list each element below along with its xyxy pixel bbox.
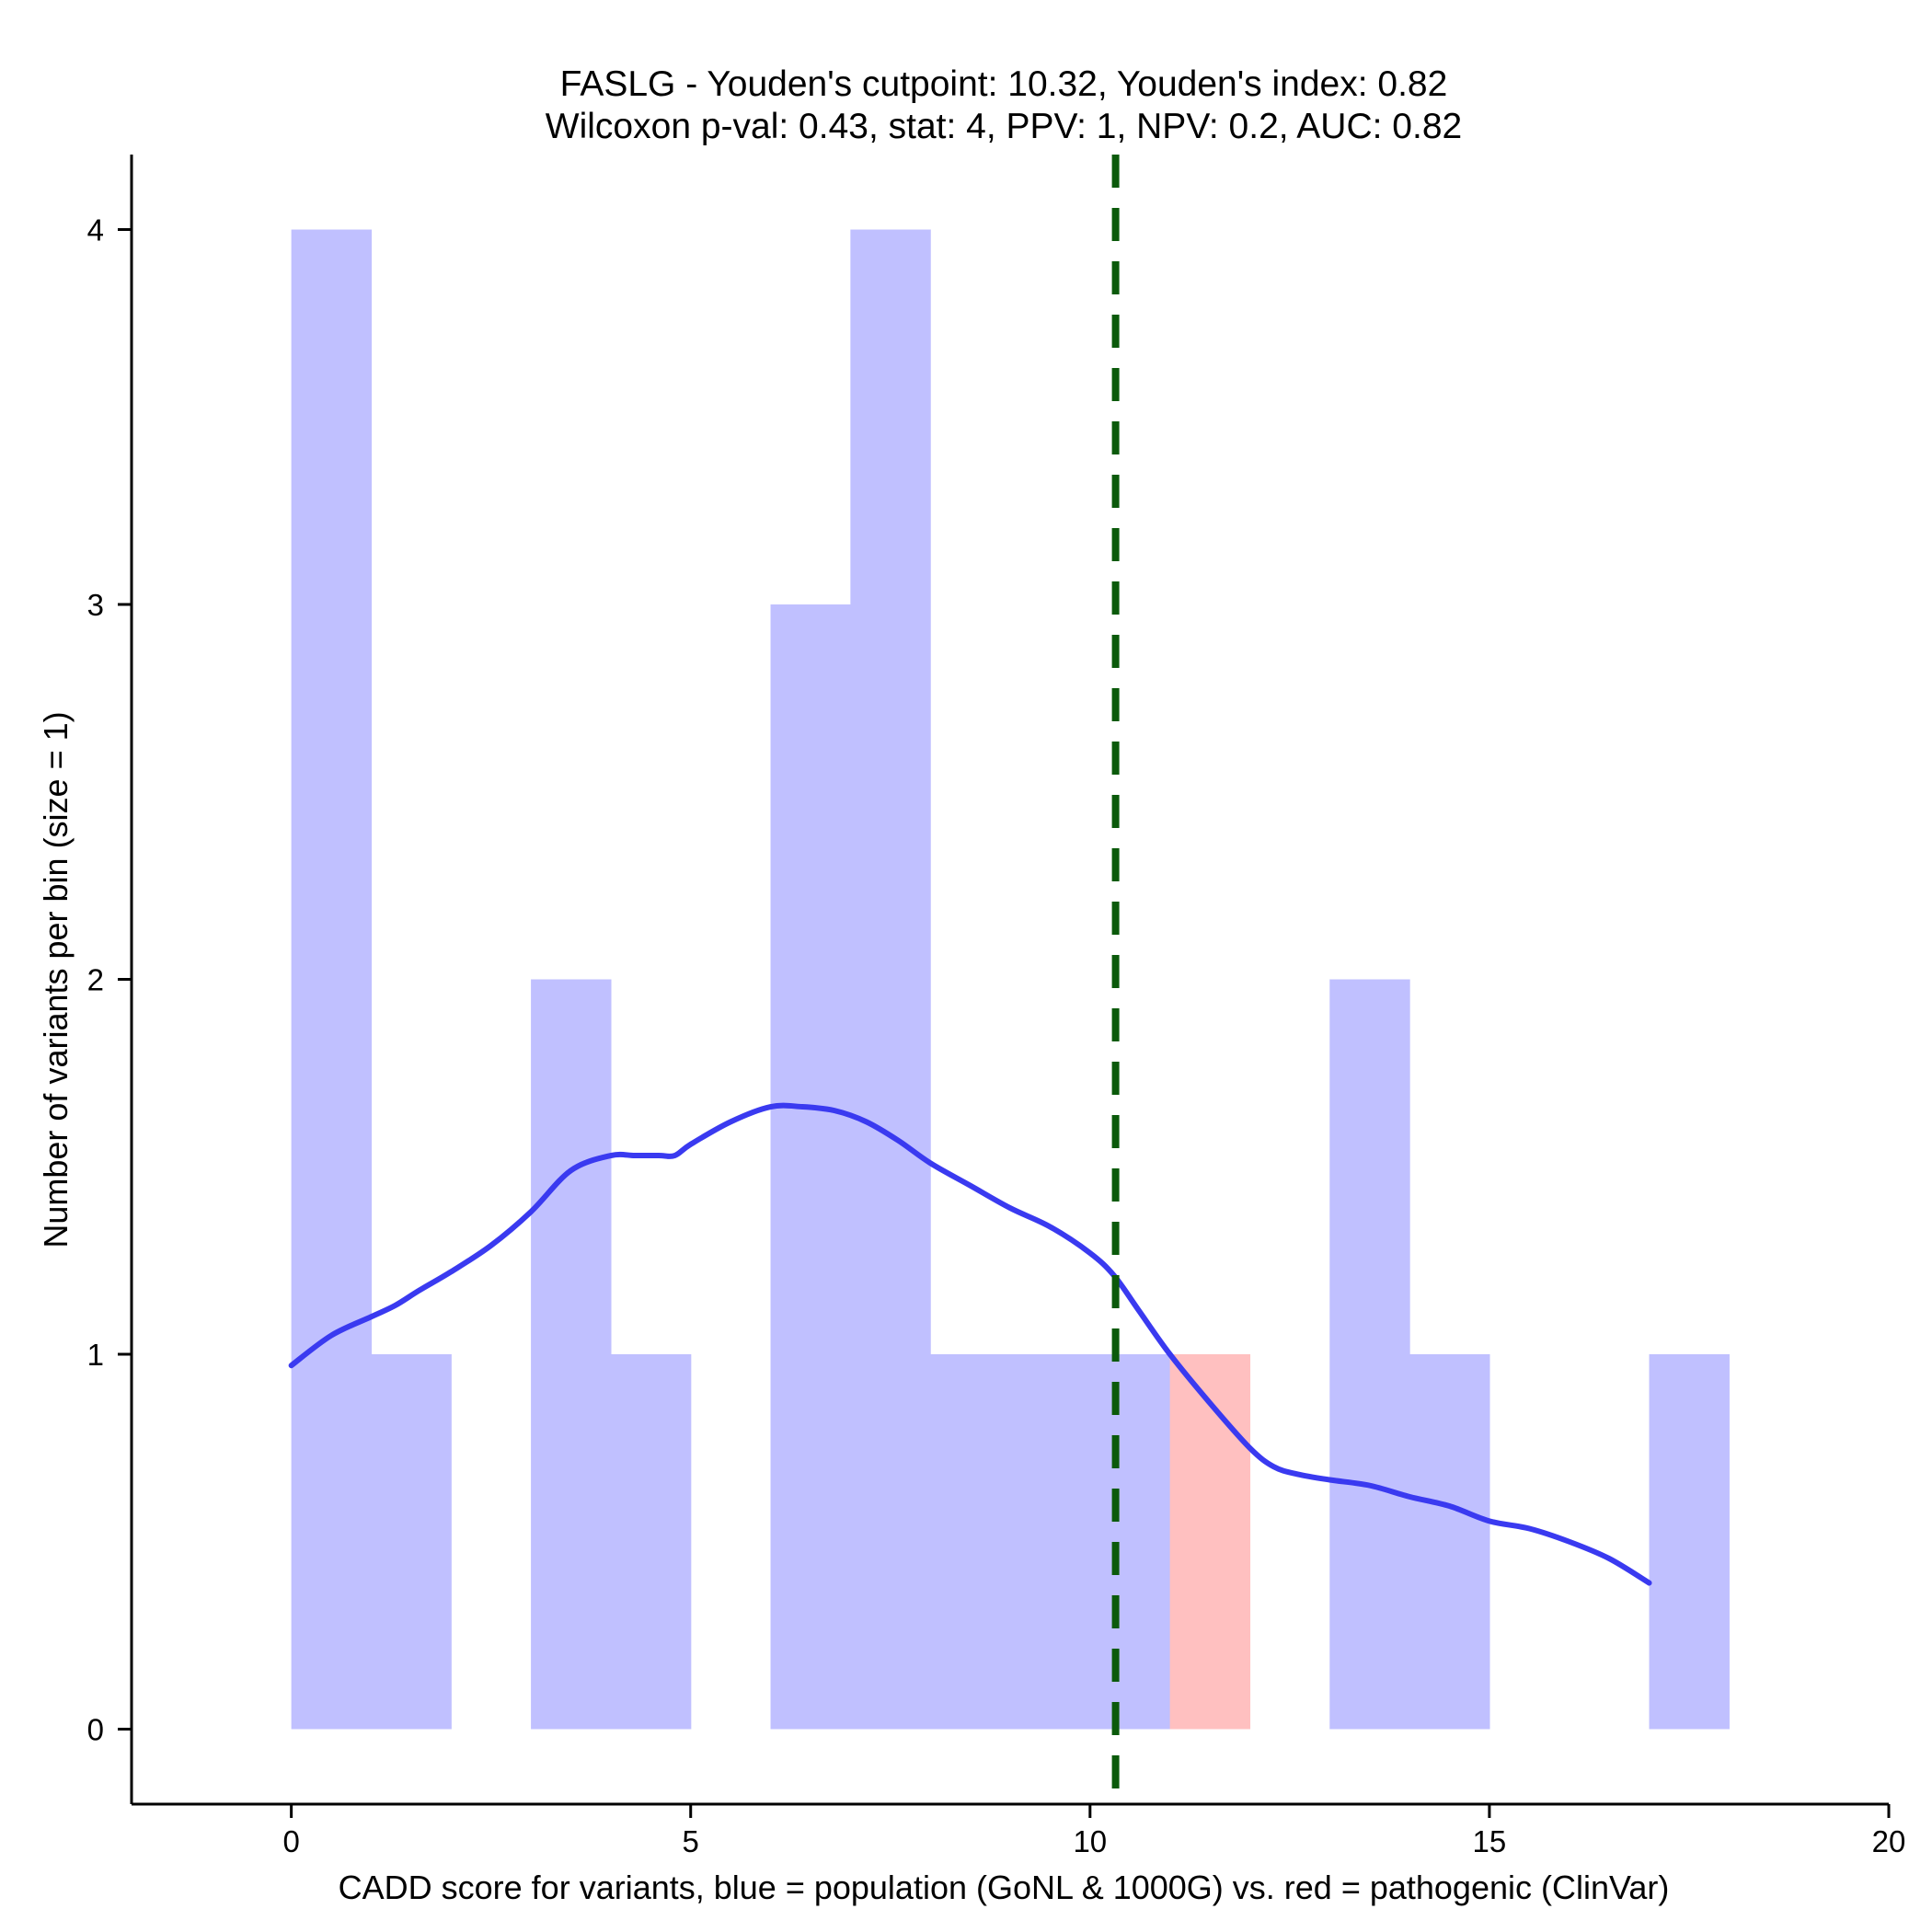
- bar-population-bin-3: [531, 979, 612, 1730]
- y-axis-ticks: 0 1 2 3 4: [87, 213, 132, 1747]
- y-tick-label-4: 4: [87, 213, 104, 247]
- bar-population-bin-8: [930, 1354, 1011, 1730]
- y-tick-label-2: 2: [87, 963, 104, 997]
- density-curve-group: [288, 1102, 1652, 1586]
- x-axis-label: CADD score for variants, blue = populati…: [339, 1869, 1670, 1906]
- bar-pathogenic-bin-11: [1169, 1354, 1251, 1730]
- bar-population-bin-7: [850, 229, 931, 1730]
- chart-title-line-2: Wilcoxon p-val: 0.43, stat: 4, PPV: 1, N…: [546, 107, 1462, 146]
- bar-population-bin-1: [371, 1354, 452, 1730]
- y-tick-label-3: 3: [87, 588, 104, 622]
- bar-population-bin-10: [1089, 1354, 1171, 1730]
- bar-population-bin-6: [770, 604, 851, 1730]
- bar-population-bin-13: [1329, 979, 1410, 1730]
- bar-population-bin-9: [1010, 1354, 1091, 1730]
- x-axis-ticks: 0 5 10 15 20: [282, 1804, 1905, 1858]
- x-tick-label-20: 20: [1872, 1824, 1906, 1858]
- x-tick-label-10: 10: [1073, 1824, 1107, 1858]
- x-tick-label-15: 15: [1473, 1824, 1507, 1858]
- bar-population-bin-0: [291, 229, 373, 1730]
- y-axis-label: Number of variants per bin (size = 1): [37, 711, 75, 1248]
- y-tick-label-1: 1: [87, 1338, 104, 1372]
- x-tick-label-5: 5: [683, 1824, 699, 1858]
- y-tick-label-0: 0: [87, 1713, 104, 1747]
- axes: 0 1 2 3 4 0 5 10 15 20: [87, 155, 1905, 1858]
- bar-population-bin-17: [1649, 1354, 1730, 1730]
- histogram-bars: [291, 229, 1730, 1730]
- density-curve: [288, 1102, 1652, 1586]
- chart-title-line-1: FASLG - Youden's cutpoint: 10.32, Youden…: [560, 64, 1448, 104]
- bar-population-bin-14: [1409, 1354, 1490, 1730]
- x-tick-label-0: 0: [282, 1824, 299, 1858]
- bar-population-bin-4: [610, 1354, 692, 1730]
